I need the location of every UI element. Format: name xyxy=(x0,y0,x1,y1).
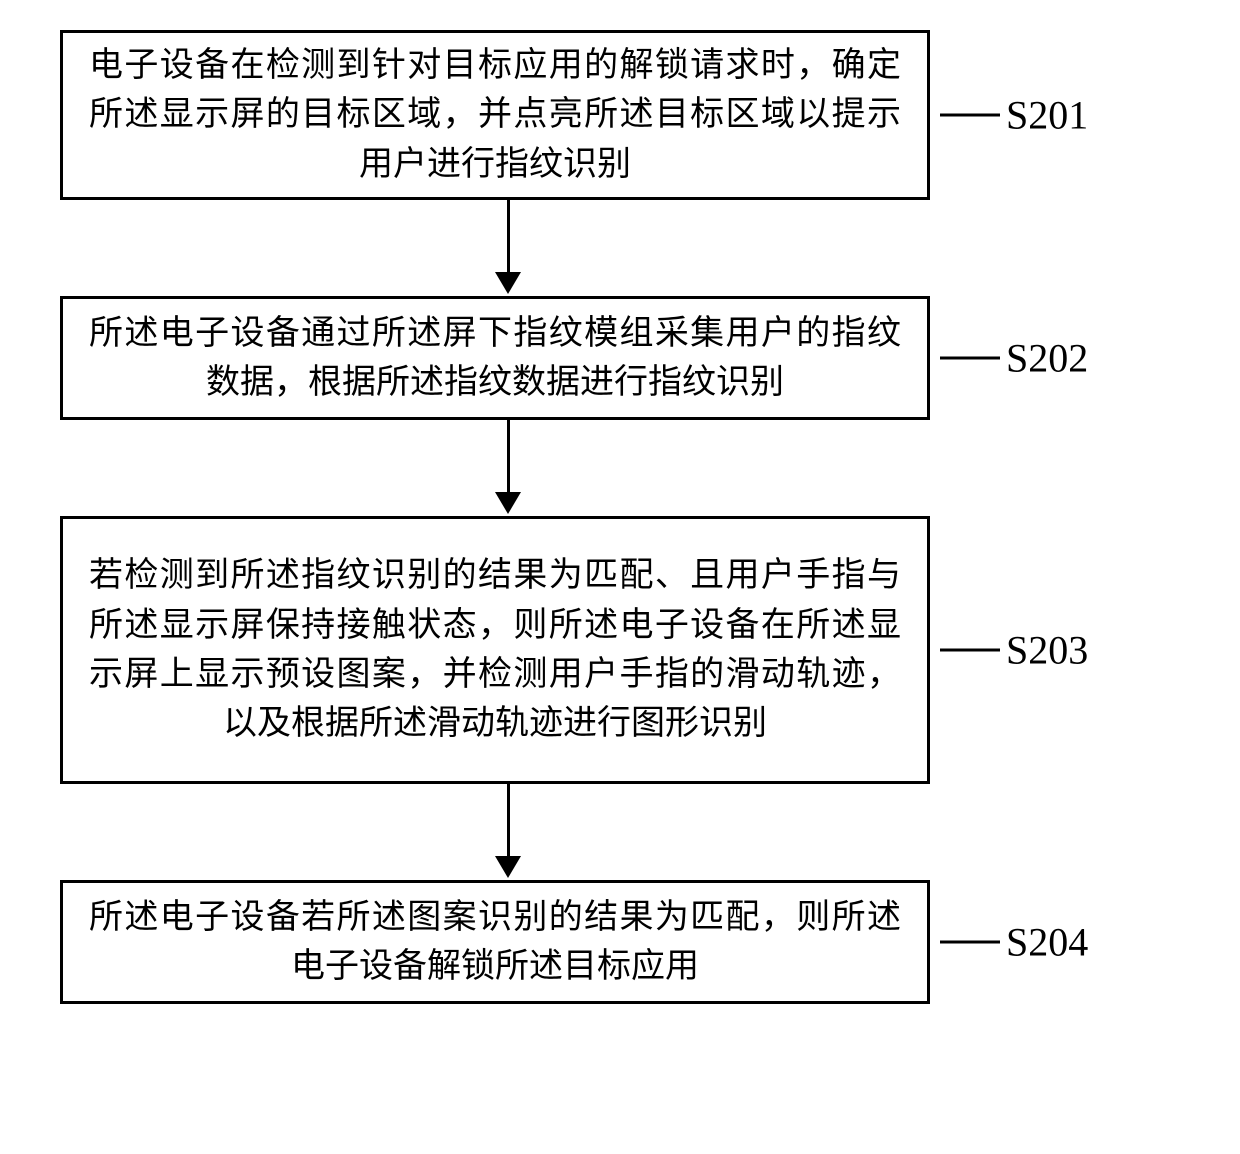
node-text-s203: 若检测到所述指纹识别的结果为匹配、且用户手指与所述显示屏保持接触状态，则所述电子… xyxy=(89,551,901,748)
flow-step-s202: 所述电子设备通过所述屏下指纹模组采集用户的指纹数据，根据所述指纹数据进行指纹识别… xyxy=(60,296,1180,420)
label-wrap-s204: S204 xyxy=(940,919,1088,966)
label-connector-s202 xyxy=(940,357,1000,360)
label-connector-s201 xyxy=(940,114,1000,117)
label-wrap-s202: S202 xyxy=(940,335,1088,382)
node-text-s204: 所述电子设备若所述图案识别的结果为匹配，则所述电子设备解锁所述目标应用 xyxy=(89,893,901,992)
step-label-s201: S201 xyxy=(1006,92,1088,139)
arrowhead-icon xyxy=(495,856,521,878)
arrow-stem xyxy=(507,200,510,272)
node-box-s201: 电子设备在检测到针对目标应用的解锁请求时，确定所述显示屏的目标区域，并点亮所述目… xyxy=(60,30,930,200)
node-text-s202: 所述电子设备通过所述屏下指纹模组采集用户的指纹数据，根据所述指纹数据进行指纹识别 xyxy=(89,309,901,408)
flow-step-s203: 若检测到所述指纹识别的结果为匹配、且用户手指与所述显示屏保持接触状态，则所述电子… xyxy=(60,516,1180,784)
node-box-s203: 若检测到所述指纹识别的结果为匹配、且用户手指与所述显示屏保持接触状态，则所述电子… xyxy=(60,516,930,784)
arrow-stem xyxy=(507,420,510,492)
step-label-s204: S204 xyxy=(1006,919,1088,966)
arrow-stem xyxy=(507,784,510,856)
arrowhead-icon xyxy=(495,492,521,514)
label-connector-s204 xyxy=(940,941,1000,944)
flow-step-s204: 所述电子设备若所述图案识别的结果为匹配，则所述电子设备解锁所述目标应用 S204 xyxy=(60,880,1180,1004)
arrowhead-icon xyxy=(495,272,521,294)
label-wrap-s203: S203 xyxy=(940,627,1088,674)
arrow-s203-s204 xyxy=(495,784,521,878)
node-text-s201: 电子设备在检测到针对目标应用的解锁请求时，确定所述显示屏的目标区域，并点亮所述目… xyxy=(89,41,901,189)
arrow-s201-s202 xyxy=(495,200,521,294)
flow-step-s201: 电子设备在检测到针对目标应用的解锁请求时，确定所述显示屏的目标区域，并点亮所述目… xyxy=(60,30,1180,200)
node-box-s204: 所述电子设备若所述图案识别的结果为匹配，则所述电子设备解锁所述目标应用 xyxy=(60,880,930,1004)
arrow-s202-s203 xyxy=(495,420,521,514)
label-wrap-s201: S201 xyxy=(940,92,1088,139)
label-connector-s203 xyxy=(940,649,1000,652)
step-label-s202: S202 xyxy=(1006,335,1088,382)
node-box-s202: 所述电子设备通过所述屏下指纹模组采集用户的指纹数据，根据所述指纹数据进行指纹识别 xyxy=(60,296,930,420)
step-label-s203: S203 xyxy=(1006,627,1088,674)
